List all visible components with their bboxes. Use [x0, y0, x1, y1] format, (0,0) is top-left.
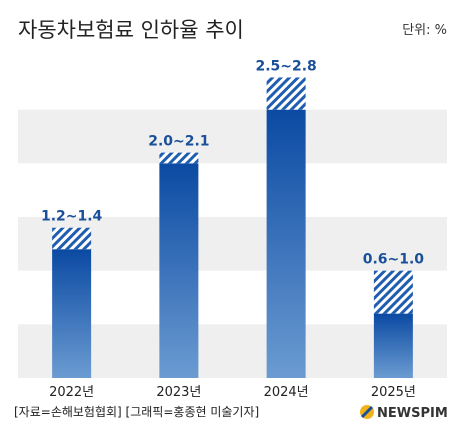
x-tick-label: 2022년 — [49, 385, 94, 400]
logo-text: NEWSPIM — [377, 406, 448, 421]
x-tick-label: 2025년 — [371, 385, 416, 400]
bar-range-2022년 — [52, 227, 92, 250]
bar-range-2024년 — [266, 77, 306, 110]
bars-group: 1.2~1.4 2.0~2.1 2.5~2.8 0.6~1.0 — [41, 58, 425, 379]
newspim-logo: NEWSPIM — [360, 405, 448, 421]
data-label: 2.5~2.8 — [255, 58, 316, 74]
bar-2025년 — [373, 313, 413, 378]
x-tick-label: 2024년 — [264, 385, 309, 400]
bar-range-2023년 — [159, 152, 199, 164]
bar-2023년 — [159, 163, 199, 378]
x-tick-label: 2023년 — [156, 385, 201, 400]
bar-2024년 — [266, 109, 306, 379]
bar-2022년 — [52, 249, 92, 378]
data-label: 1.2~1.4 — [41, 209, 103, 225]
bar-range-2025년 — [373, 270, 413, 314]
x-tick-labels: 2022년 2023년 2024년 2025년 — [49, 385, 416, 400]
chart-title: 자동차보험료 인하율 추이 — [18, 18, 244, 42]
grid-band — [18, 109, 447, 164]
data-label: 0.6~1.0 — [363, 252, 425, 268]
data-label: 2.0~2.1 — [148, 134, 209, 150]
logo-slash-icon — [360, 405, 374, 419]
unit-label: 단위: % — [402, 23, 447, 38]
source-credit: [자료=손해보험협회] [그래픽=홍종현 미술기자] — [14, 405, 259, 419]
